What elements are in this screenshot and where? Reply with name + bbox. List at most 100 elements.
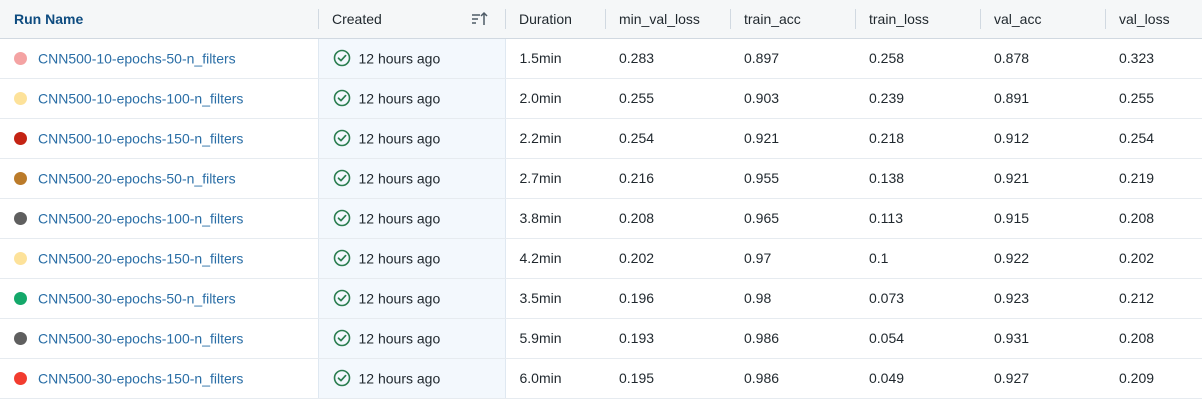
run-name-link[interactable]: CNN500-30-epochs-100-n_filters [38,330,244,347]
run-color-dot [14,292,27,306]
cell-min-val-loss: 0.254 [605,118,730,159]
cell-val-acc: 0.891 [980,78,1105,119]
cell-min-val-loss: 0.196 [605,278,730,319]
cell-val-loss: 0.209 [1105,358,1202,399]
column-divider[interactable] [605,9,606,29]
cell-train-loss: 0.073 [855,278,980,319]
column-divider[interactable] [730,9,731,29]
cell-train-loss: 0.218 [855,118,980,159]
table-row[interactable]: CNN500-20-epochs-100-n_filters 12 hours … [0,198,1202,239]
header-val-acc[interactable]: val_acc [980,0,1105,39]
cell-val-loss: 0.323 [1105,38,1202,79]
run-name-link[interactable]: CNN500-20-epochs-150-n_filters [38,250,244,267]
header-train-loss[interactable]: train_loss [855,0,980,39]
run-color-dot [14,52,27,66]
created-time: 12 hours ago [358,90,441,107]
status-success-icon [333,329,351,347]
table-row[interactable]: CNN500-20-epochs-150-n_filters 12 hours … [0,238,1202,279]
table-row[interactable]: CNN500-30-epochs-100-n_filters 12 hours … [0,318,1202,359]
cell-train-acc: 0.921 [730,118,855,159]
header-train-acc[interactable]: train_acc [730,0,855,39]
cell-val-loss: 0.208 [1105,198,1202,239]
table-row[interactable]: CNN500-10-epochs-150-n_filters 12 hours … [0,118,1202,159]
cell-duration: 1.5min [505,38,605,79]
cell-min-val-loss: 0.208 [605,198,730,239]
run-name-link[interactable]: CNN500-10-epochs-150-n_filters [38,130,244,147]
header-created[interactable]: Created [318,0,505,39]
cell-train-acc: 0.98 [730,278,855,319]
run-name-link[interactable]: CNN500-10-epochs-100-n_filters [38,90,244,107]
cell-train-acc: 0.897 [730,38,855,79]
run-color-dot [14,132,27,146]
cell-train-acc: 0.903 [730,78,855,119]
column-divider[interactable] [505,9,506,29]
run-name-link[interactable]: CNN500-30-epochs-150-n_filters [38,370,244,387]
status-success-icon [333,249,351,267]
cell-val-loss: 0.212 [1105,278,1202,319]
run-name-link[interactable]: CNN500-20-epochs-50-n_filters [38,170,236,187]
header-train-acc-label: train_acc [744,10,801,27]
cell-train-loss: 0.239 [855,78,980,119]
cell-train-loss: 0.049 [855,358,980,399]
status-success-icon [333,369,351,387]
table-row[interactable]: CNN500-10-epochs-50-n_filters 12 hours a… [0,38,1202,79]
created-time: 12 hours ago [358,210,441,227]
created-time: 12 hours ago [358,130,441,147]
cell-run-name: CNN500-10-epochs-150-n_filters [0,118,318,159]
cell-train-acc: 0.986 [730,358,855,399]
cell-val-acc: 0.922 [980,238,1105,279]
cell-run-name: CNN500-20-epochs-100-n_filters [0,198,318,239]
cell-val-acc: 0.921 [980,158,1105,199]
column-divider[interactable] [980,9,981,29]
cell-min-val-loss: 0.216 [605,158,730,199]
status-success-icon [333,49,351,67]
cell-duration: 4.2min [505,238,605,279]
cell-run-name: CNN500-30-epochs-50-n_filters [0,278,318,319]
column-divider[interactable] [318,9,319,29]
cell-val-acc: 0.912 [980,118,1105,159]
cell-val-acc: 0.923 [980,278,1105,319]
cell-created: 12 hours ago [317,358,506,399]
cell-created: 12 hours ago [317,198,506,239]
header-duration-label: Duration [519,10,572,27]
cell-val-acc: 0.878 [980,38,1105,79]
cell-created: 12 hours ago [317,158,506,199]
cell-val-loss: 0.202 [1105,238,1202,279]
status-success-icon [333,289,351,307]
cell-created: 12 hours ago [317,118,506,159]
run-color-dot [14,92,27,106]
cell-val-loss: 0.254 [1105,118,1202,159]
cell-duration: 5.9min [505,318,605,359]
status-success-icon [333,129,351,147]
run-name-link[interactable]: CNN500-10-epochs-50-n_filters [38,50,236,67]
run-name-link[interactable]: CNN500-30-epochs-50-n_filters [38,290,236,307]
sort-ascending-icon[interactable] [471,11,489,27]
header-run-name[interactable]: Run Name [0,0,318,39]
column-divider[interactable] [855,9,856,29]
cell-created: 12 hours ago [317,278,506,319]
table-row[interactable]: CNN500-30-epochs-50-n_filters 12 hours a… [0,278,1202,319]
created-time: 12 hours ago [358,290,441,307]
cell-min-val-loss: 0.283 [605,38,730,79]
header-min-val-loss-label: min_val_loss [619,10,700,27]
status-success-icon [333,209,351,227]
table-row[interactable]: CNN500-10-epochs-100-n_filters 12 hours … [0,78,1202,119]
cell-duration: 3.5min [505,278,605,319]
cell-duration: 6.0min [505,358,605,399]
header-run-name-label: Run Name [14,10,84,27]
table-row[interactable]: CNN500-20-epochs-50-n_filters 12 hours a… [0,158,1202,199]
cell-min-val-loss: 0.193 [605,318,730,359]
cell-val-acc: 0.931 [980,318,1105,359]
header-min-val-loss[interactable]: min_val_loss [605,0,730,39]
cell-created: 12 hours ago [317,38,506,79]
table-row[interactable]: CNN500-30-epochs-150-n_filters 12 hours … [0,358,1202,399]
run-color-dot [14,212,27,226]
run-name-link[interactable]: CNN500-20-epochs-100-n_filters [38,210,244,227]
column-divider[interactable] [1105,9,1106,29]
cell-train-loss: 0.138 [855,158,980,199]
header-val-loss[interactable]: val_loss [1105,0,1202,39]
cell-train-loss: 0.1 [855,238,980,279]
header-duration[interactable]: Duration [505,0,605,39]
run-color-dot [14,372,27,386]
